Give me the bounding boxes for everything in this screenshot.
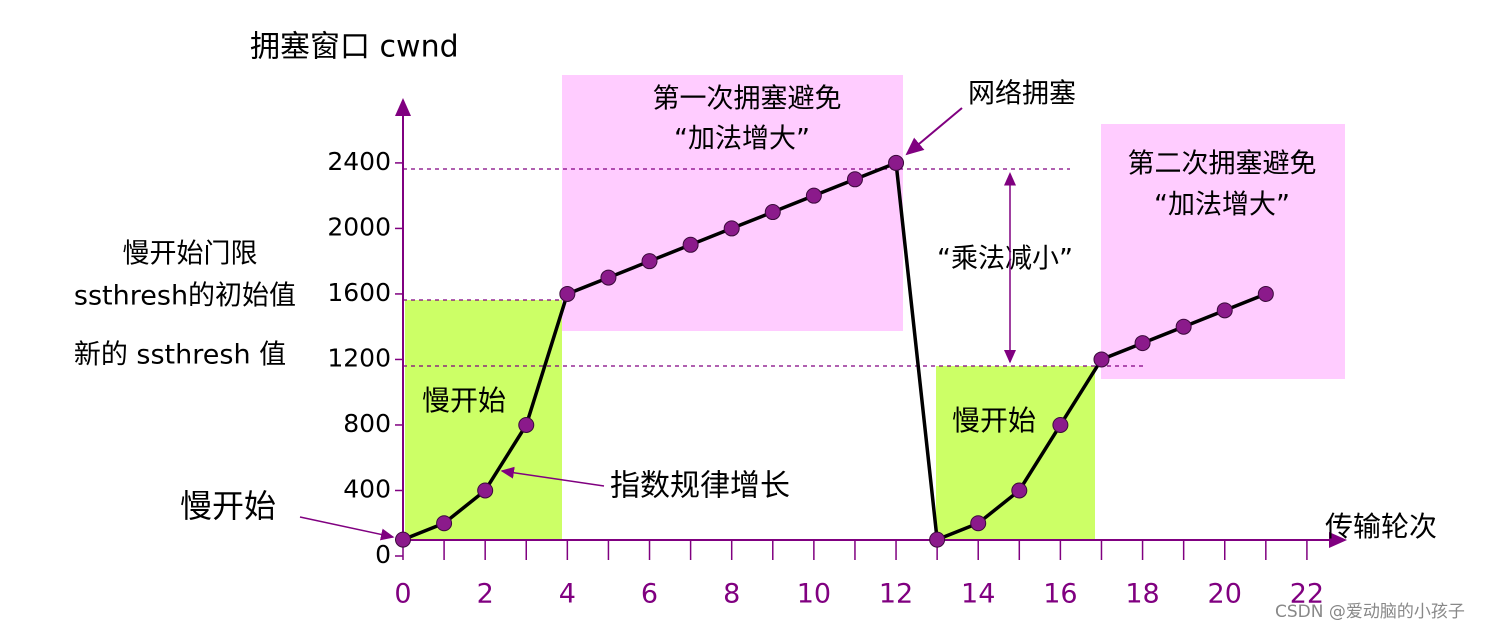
x-tick-label: 12 [879,579,913,610]
annotation: 慢开始门限 [123,239,258,270]
annotation: ssthresh的初始值 [74,281,296,312]
data-point [518,416,535,433]
y-tick-label: 400 [343,474,391,503]
y-tick-label: 1600 [327,278,391,307]
annotation: 慢开始 [952,404,1036,437]
x-tick-label: 6 [641,579,658,610]
data-point [600,269,617,286]
data-point [1216,302,1233,319]
annotation: 新的 ssthresh 值 [74,340,286,371]
data-point [1134,335,1151,352]
y-tick-label: 1200 [327,343,391,372]
data-line [402,160,1267,543]
data-point [641,253,658,270]
annotation: 慢开始 [180,487,276,525]
data-point [1011,482,1028,499]
annotation: 指数规律增长 [610,469,790,504]
y-tick-label: 2000 [327,212,391,241]
arrow [500,466,605,487]
x-tick-label: 8 [723,579,740,610]
y-tick-label: 800 [343,409,391,438]
data-point [764,204,781,221]
annotation: 第二次拥塞避免 [1128,149,1317,180]
x-tick-label: 20 [1208,579,1242,610]
arrow [905,107,963,156]
y-axis-title: 拥塞窗口 cwnd [250,30,459,65]
data-point [970,515,987,532]
y-tick-label: 0 [375,540,391,569]
avoid-region [562,75,903,331]
data-point [1257,285,1274,302]
data-point [477,482,494,499]
annotation: “乘法减小” [937,244,1073,275]
x-tick-label: 0 [394,579,411,610]
data-point [846,171,863,188]
slow-start-region [405,300,562,540]
x-tick-label: 16 [1043,579,1077,610]
x-tick-label: 22 [1290,579,1324,610]
data-point [723,220,740,237]
data-point [436,515,453,532]
annotation: 网络拥塞 [968,79,1076,110]
annotation: 慢开始 [422,384,506,417]
watermark: CSDN @爱动脑的小孩子 [1275,602,1465,622]
x-tick-label: 10 [797,579,831,610]
data-point [682,236,699,253]
y-tick-label: 2400 [327,147,391,176]
data-point [1093,351,1110,368]
x-tick-label: 4 [559,579,576,610]
data-point [1052,416,1069,433]
data-point [888,154,905,171]
annotation: “加法增大” [674,124,810,155]
x-tick-label: 18 [1125,579,1159,610]
annotation: 第一次拥塞避免 [653,84,842,115]
annotation: “加法增大” [1154,190,1290,221]
x-tick-label: 14 [961,579,995,610]
slow-start-region [936,366,1095,540]
data-point [1175,318,1192,335]
x-axis-title: 传输轮次 [1325,510,1437,543]
arrow [299,516,395,541]
data-point [559,285,576,302]
data-point [805,187,822,204]
data-point [395,531,411,548]
x-tick-label: 2 [477,579,494,610]
data-point [929,531,946,548]
